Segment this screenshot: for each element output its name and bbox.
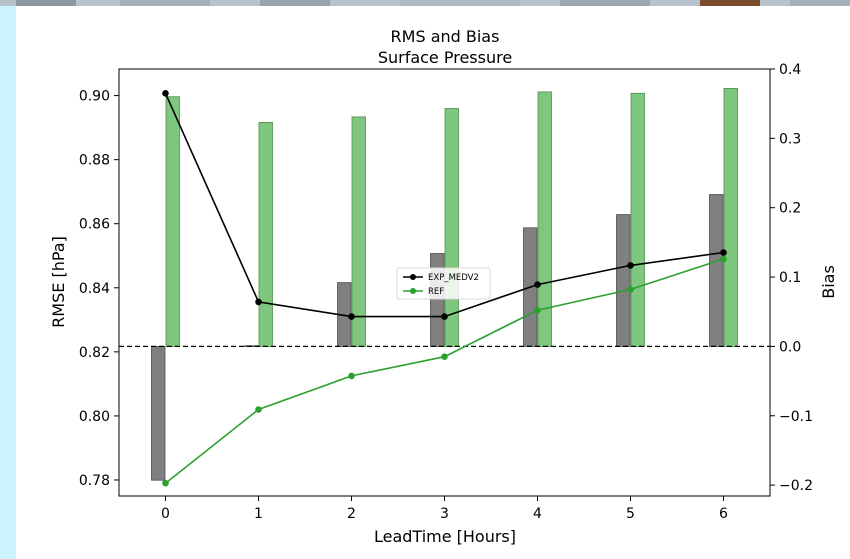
x-axis-ticks: 0 1 2 3 4 5 6 (161, 496, 728, 522)
bias-bar (430, 253, 445, 347)
bias-bar (709, 194, 724, 347)
series-point (348, 313, 355, 320)
series-point (627, 262, 634, 269)
series-point (720, 255, 727, 263)
legend-label-exp: EXP_MEDV2 (428, 273, 479, 283)
y-axis-label-left: RMSE [hPa] (49, 236, 68, 328)
x-axis-label: LeadTime [Hours] (374, 527, 516, 546)
series-point (534, 306, 541, 314)
bias-bar (258, 122, 273, 347)
y-right-tick-label: −0.2 (779, 478, 813, 494)
series-point (441, 313, 448, 320)
y-tick-label: 0.86 (79, 217, 110, 233)
x-tick-label: 3 (440, 506, 449, 522)
y-right-tick-label: 0.4 (779, 62, 801, 78)
right-axis-ticks: −0.2 −0.1 0.0 0.1 0.2 0.3 0.4 (770, 62, 813, 494)
y-tick-label: 0.78 (79, 473, 110, 489)
y-tick-label: 0.82 (79, 345, 110, 361)
series-point (720, 249, 727, 256)
chart-subtitle: Surface Pressure (378, 48, 512, 67)
x-tick-label: 0 (161, 506, 170, 522)
series-point (627, 286, 634, 293)
left-frame-strip (0, 0, 16, 559)
x-tick-label: 1 (254, 506, 263, 522)
y-right-tick-label: 0.0 (779, 339, 801, 355)
series-point (534, 281, 541, 288)
y-right-tick-label: 0.1 (779, 270, 801, 286)
y-tick-label: 0.90 (79, 89, 110, 105)
bias-bar (351, 116, 366, 347)
bias-bar (151, 345, 166, 481)
legend-label-ref: REF (428, 287, 444, 297)
y-right-tick-label: 0.3 (779, 131, 801, 147)
y-right-tick-label: 0.2 (779, 201, 801, 217)
bias-bar (165, 96, 180, 347)
bias-bar (616, 214, 631, 347)
x-tick-label: 4 (533, 506, 542, 522)
series-point (348, 372, 355, 380)
rmse-lines (162, 90, 727, 487)
chart-title: RMS and Bias (391, 27, 500, 46)
series-point (162, 479, 169, 487)
legend: EXP_MEDV2 REF (396, 267, 491, 300)
x-tick-label: 5 (626, 506, 635, 522)
bias-bar (630, 92, 645, 347)
x-tick-label: 2 (347, 506, 356, 522)
y-tick-label: 0.88 (79, 153, 110, 169)
bias-bar (723, 88, 738, 347)
bias-bar (444, 108, 459, 347)
series-point (441, 353, 448, 361)
top-frame-strip (0, 0, 850, 6)
series-point (255, 298, 262, 306)
left-axis-ticks: 0.78 0.80 0.82 0.84 0.86 0.88 0.90 (79, 89, 119, 489)
series-point (255, 406, 262, 413)
y-right-tick-label: −0.1 (779, 409, 813, 425)
x-tick-label: 6 (719, 506, 728, 522)
y-tick-label: 0.84 (79, 281, 110, 297)
y-tick-label: 0.80 (79, 409, 110, 425)
y-axis-label-right: Bias (819, 265, 838, 299)
series-point (162, 90, 169, 97)
